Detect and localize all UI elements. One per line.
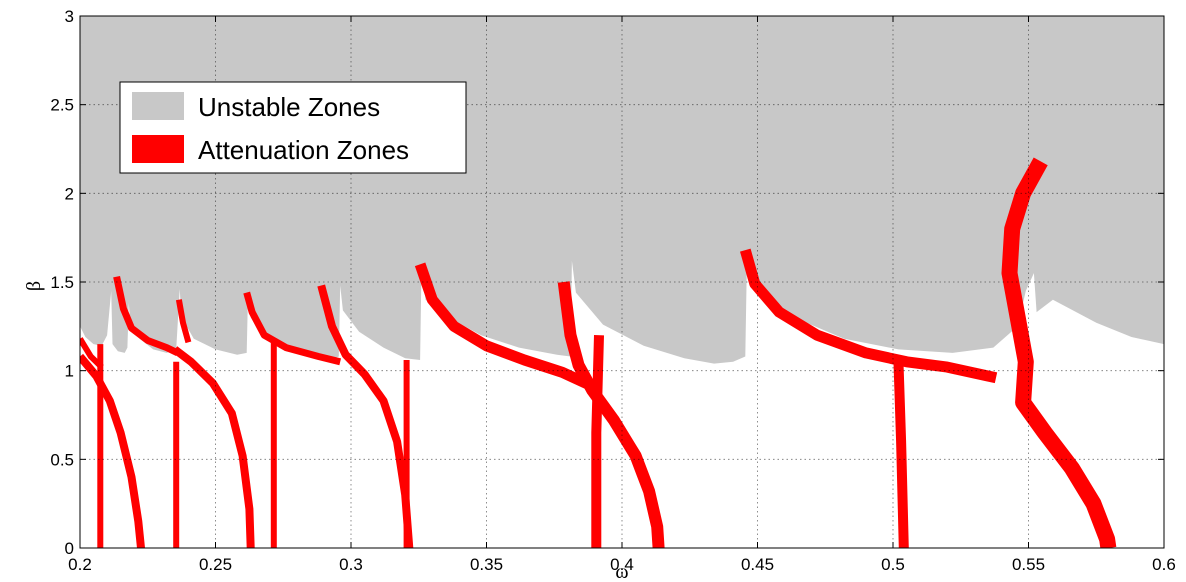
x-tick-label: 0.4 [610,555,634,574]
x-tick-label: 0.5 [881,555,905,574]
x-tick-label: 0.35 [470,555,503,574]
x-tick-label: 0.55 [1012,555,1045,574]
y-tick-label: 1.5 [50,273,74,292]
legend-label-unstable: Unstable Zones [198,92,380,122]
x-tick-label: 0.3 [339,555,363,574]
x-tick-label: 0.6 [1152,555,1176,574]
x-tick-label: 0.2 [68,555,92,574]
unstable-zone-region [80,16,1164,364]
legend: Unstable Zones Attenuation Zones [119,81,467,174]
y-tick-label: 1 [65,362,74,381]
x-axis-label: ω [615,561,628,582]
legend-label-attenuation: Attenuation Zones [198,135,409,165]
attenuation-zone-band-6-curve [1001,157,1117,548]
y-tick-label: 2 [65,184,74,203]
attenuation-zone-band-1-curve [80,353,145,548]
x-tick-label: 0.45 [741,555,774,574]
attenuation-zone-band-6-cusp [740,248,998,384]
y-tick-label: 3 [65,7,74,26]
x-tick-label: 0.25 [199,555,232,574]
attenuation-zone-band-2-cusp [113,275,180,357]
y-tick-label: 0 [65,539,74,558]
legend-swatch-unstable [132,92,184,120]
attenuation-zone-band-2-curve [172,346,255,548]
y-tick-label: 0.5 [50,450,74,469]
attenuation-zone-band-6-vertical [893,359,909,548]
attenuation-zone-band-5-vertical [591,335,604,548]
axis-ticks: 0.2 0.25 0.3 0.35 0.4 0.45 0.5 0.55 0.6 0 0.5 1 1.5 2… [50,7,1175,574]
legend-swatch-attenuation [132,135,184,163]
attenuation-zone-band-2-upper [175,299,192,344]
attenuation-zone-band-5-curve [557,281,665,548]
y-axis-label: β [23,281,45,291]
y-tick-label: 2.5 [50,96,74,115]
